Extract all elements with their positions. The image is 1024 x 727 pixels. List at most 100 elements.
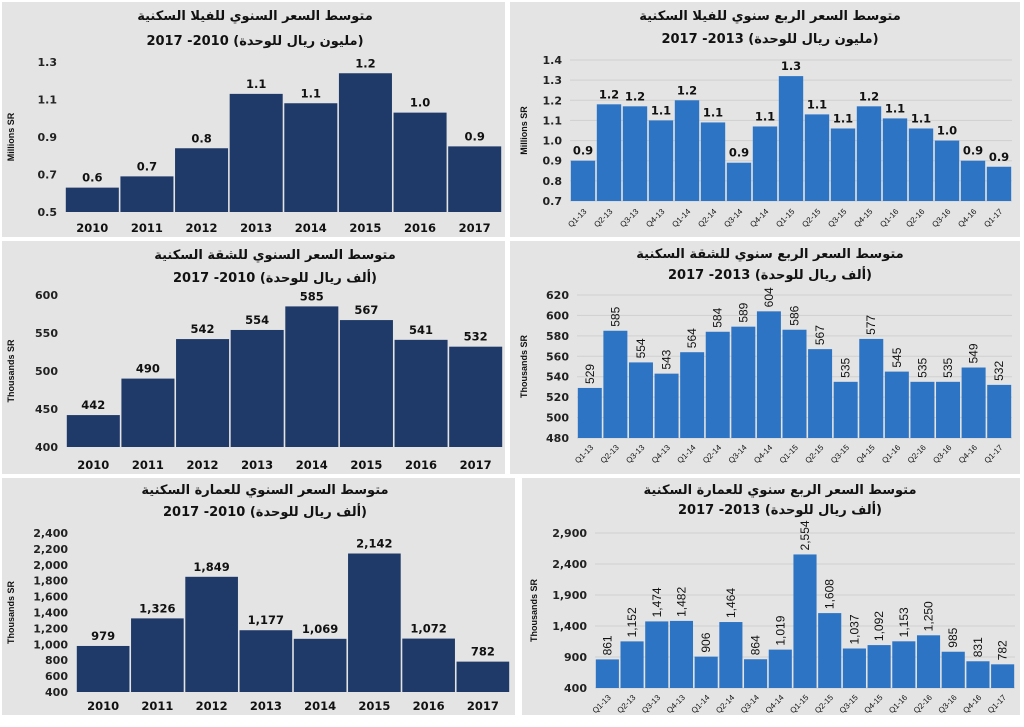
bar-Q4-14 (756, 311, 781, 438)
data-label: 535 (941, 357, 955, 377)
bar-Q2-13 (596, 104, 622, 201)
data-label: 1.1 (246, 77, 266, 91)
bar-Q1-16 (892, 641, 916, 688)
data-label: 0.8 (191, 131, 211, 145)
y-tick-label: 1.0 (543, 135, 563, 148)
data-label: 985 (946, 627, 960, 647)
x-tick-label: 2012 (187, 458, 219, 472)
y-tick-label: 1.3 (543, 74, 563, 87)
data-label: 0.9 (729, 146, 749, 160)
data-label: 532 (464, 330, 488, 344)
chart-title: متوسط السعر السنوي للعمارة السكنية (141, 483, 388, 498)
data-label: 542 (191, 322, 215, 336)
y-tick-label: 900 (564, 651, 587, 664)
bar-Q2-16 (908, 128, 934, 201)
x-tick-label: 2013 (240, 221, 272, 235)
bar-2013 (230, 329, 284, 447)
y-tick-label: 1,600 (33, 591, 68, 604)
x-tick-label: 2010 (76, 221, 108, 235)
bar-Q4-15 (867, 645, 891, 688)
bar-Q1-15 (793, 554, 817, 688)
bar-Q2-14 (700, 122, 726, 201)
y-tick-label: 2,400 (33, 527, 68, 540)
data-label: 0.9 (573, 144, 593, 158)
x-tick-label: 2013 (241, 458, 273, 472)
data-label: 864 (749, 635, 763, 655)
y-tick-label: 0.7 (38, 169, 58, 182)
data-label: 0.9 (465, 129, 485, 143)
chart-panel-5: متوسط السعر الربع سنوي للعمارة السكنية (أ… (522, 478, 1020, 715)
y-tick-label: 400 (564, 682, 587, 695)
data-label: 1,037 (847, 614, 861, 644)
bar-2017 (448, 146, 502, 212)
data-label: 1.1 (301, 86, 321, 100)
bar-2010 (65, 187, 119, 212)
y-tick-label: 1.1 (38, 94, 58, 107)
data-label: 1.0 (937, 124, 957, 138)
bar-2010 (66, 415, 120, 447)
y-axis-label: Millions SR (519, 106, 529, 155)
bar-2012 (176, 339, 230, 447)
bar-Q3-13 (628, 362, 653, 438)
data-label: 1,474 (650, 587, 664, 617)
data-label: 2,142 (356, 537, 392, 551)
data-label: 0.6 (82, 171, 102, 185)
data-label: 0.7 (137, 159, 157, 173)
bar-Q1-14 (674, 100, 700, 201)
data-label: 979 (91, 629, 115, 643)
bar-Q4-16 (966, 661, 990, 688)
data-label: 1,152 (625, 607, 639, 637)
chart-title: متوسط السعر الربع سنوي للفيلا السكنية (639, 9, 901, 24)
y-axis-label: Thousands SR (6, 339, 16, 403)
chart-panel-4: متوسط السعر السنوي للعمارة السكنية (ألف ر… (2, 478, 515, 715)
data-label: 1,177 (248, 613, 284, 627)
bar-2012 (185, 576, 238, 692)
bar-Q4-16 (961, 367, 986, 438)
x-tick-label: 2015 (350, 458, 382, 472)
y-tick-label: 600 (546, 309, 569, 322)
data-label: 1.1 (651, 103, 671, 117)
y-tick-label: 600 (45, 670, 68, 683)
data-label: 831 (971, 637, 985, 657)
data-label: 2,554 (798, 520, 812, 550)
y-tick-label: 1,400 (552, 620, 587, 633)
chart-subtitle: (ألف ريال للوحدة) 2010- 2017 (163, 503, 367, 520)
x-tick-label: 2010 (87, 699, 119, 713)
bar-2016 (394, 339, 448, 447)
data-label: 1.1 (833, 111, 853, 125)
bar-2015 (339, 320, 393, 447)
bar-Q1-13 (595, 659, 619, 688)
y-tick-label: 0.5 (38, 206, 58, 219)
bar-Q4-14 (768, 649, 792, 688)
bar-2015 (338, 73, 392, 212)
bar-Q3-16 (934, 140, 960, 201)
y-axis-label: Millions SR (6, 112, 16, 161)
x-tick-label: 2011 (131, 221, 163, 235)
y-tick-label: 2,000 (33, 559, 68, 572)
chart-title: متوسط السعر السنوي للشقة السكنية (154, 248, 396, 263)
y-tick-label: 0.9 (38, 131, 58, 144)
y-tick-label: 1.3 (38, 56, 58, 69)
chart-panel-0: متوسط السعر السنوي للفيلا السكنية (مليون … (2, 2, 505, 237)
data-label: 554 (245, 313, 269, 327)
bar-2017 (449, 346, 503, 447)
data-label: 545 (890, 347, 904, 367)
chart-title: متوسط السعر الربع سنوي للعمارة السكنية (643, 483, 916, 498)
data-label: 1.2 (355, 56, 375, 70)
y-tick-label: 480 (546, 432, 569, 445)
bar-Q3-15 (842, 648, 866, 688)
data-label: 604 (762, 287, 776, 307)
bar-Q2-14 (705, 331, 730, 438)
chart-title: متوسط السعر السنوي للفيلا السكنية (137, 9, 373, 24)
bar-Q4-13 (648, 120, 674, 201)
y-tick-label: 450 (35, 403, 58, 416)
bar-2017 (456, 661, 510, 692)
data-label: 1,849 (193, 560, 229, 574)
x-tick-label: 2016 (405, 458, 437, 472)
bar-2014 (293, 638, 347, 692)
data-label: 861 (600, 635, 614, 655)
chart-panel-2: متوسط السعر السنوي للشقة السكنية (ألف ريا… (2, 241, 505, 474)
chart-panel-3: متوسط السعر الربع سنوي للشقة السكنية (ألف… (510, 241, 1020, 474)
x-tick-label: 2015 (349, 221, 381, 235)
